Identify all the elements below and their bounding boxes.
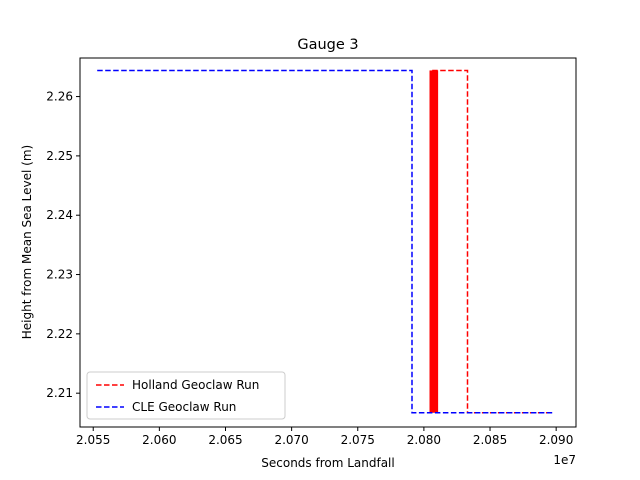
y-tick-label: 2.22 — [46, 327, 73, 341]
series-line-2 — [97, 69, 553, 414]
x-tick-label: 2.075 — [341, 433, 375, 447]
dense-data-band — [429, 70, 439, 413]
legend: Holland Geoclaw Run CLE Geoclaw Run — [86, 371, 286, 420]
plot-area — [79, 57, 577, 428]
x-tick-label: 2.060 — [142, 433, 176, 447]
x-tick-label: 2.080 — [407, 433, 441, 447]
x-tick-label: 2.070 — [274, 433, 308, 447]
x-tick-label: 2.055 — [76, 433, 110, 447]
legend-label-1: Holland Geoclaw Run — [132, 378, 259, 392]
y-tick-label: 2.25 — [46, 149, 73, 163]
y-tick-label: 2.21 — [46, 386, 73, 400]
x-tick-label: 2.065 — [208, 433, 242, 447]
y-axis-label: Height from Mean Sea Level (m) — [20, 145, 34, 339]
x-axis-ticks: 2.055 2.060 2.065 2.070 2.075 2.080 2.085 2.090 — [76, 427, 573, 447]
x-axis-offset-label: 1e7 — [553, 453, 576, 467]
x-axis-label: Seconds from Landfall — [261, 456, 394, 470]
y-tick-label: 2.26 — [46, 90, 73, 104]
chart-title: Gauge 3 — [297, 37, 358, 53]
x-tick-label: 2.090 — [539, 433, 573, 447]
axes-frame — [79, 57, 577, 428]
x-tick-label: 2.085 — [473, 433, 507, 447]
legend-label-2: CLE Geoclaw Run — [132, 400, 236, 414]
y-tick-label: 2.24 — [46, 208, 73, 222]
y-tick-label: 2.23 — [46, 268, 73, 282]
series-line-1 — [429, 69, 553, 414]
legend-box — [86, 371, 286, 420]
y-axis-ticks: 2.21 2.22 2.23 2.24 2.25 2.26 — [46, 90, 80, 400]
